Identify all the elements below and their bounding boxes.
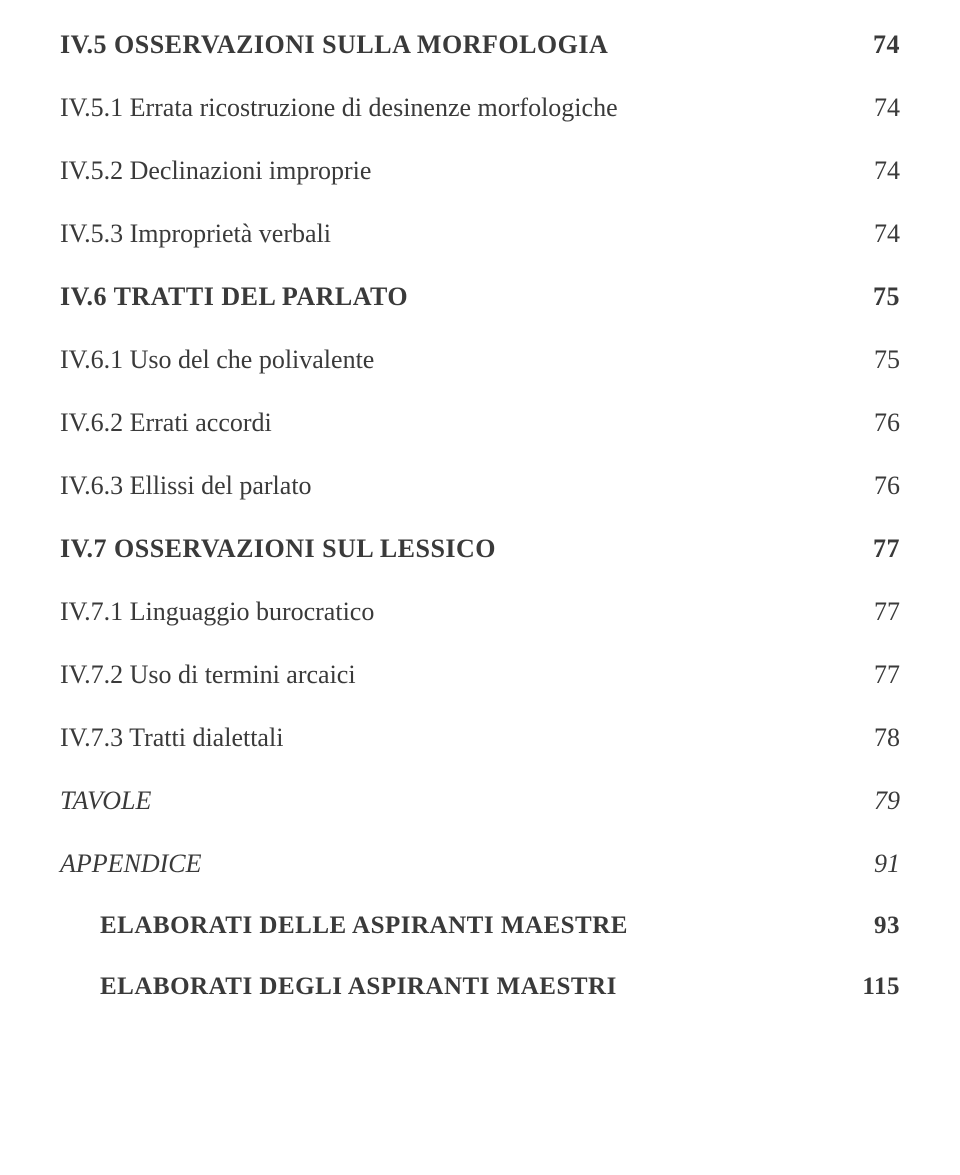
toc-title: IV.5 OSSERVAZIONI SULLA MORFOLOGIA <box>60 30 830 60</box>
toc-entry: IV.6 TRATTI DEL PARLATO 75 <box>60 282 900 312</box>
toc-page-number: 76 <box>830 471 900 501</box>
toc-title: IV.7.2 Uso di termini arcaici <box>60 660 830 690</box>
toc-page-number: 115 <box>830 973 900 1001</box>
toc-entry: ELABORATI DELLE ASPIRANTI MAESTRE 93 <box>60 912 900 940</box>
toc-entry: IV.6.2 Errati accordi 76 <box>60 408 900 438</box>
toc-title: IV.6 TRATTI DEL PARLATO <box>60 282 830 312</box>
toc-entry: IV.5 OSSERVAZIONI SULLA MORFOLOGIA 74 <box>60 30 900 60</box>
toc-page-number: 76 <box>830 408 900 438</box>
toc-entry: IV.5.2 Declinazioni improprie 74 <box>60 156 900 186</box>
toc-page-number: 91 <box>830 849 900 879</box>
table-of-contents: IV.5 OSSERVAZIONI SULLA MORFOLOGIA 74 IV… <box>60 30 900 1135</box>
toc-entry: IV.6.1 Uso del che polivalente 75 <box>60 345 900 375</box>
toc-title: IV.7 OSSERVAZIONI SUL LESSICO <box>60 534 830 564</box>
toc-title: IV.5.3 Improprietà verbali <box>60 219 830 249</box>
toc-title: ELABORATI DEGLI ASPIRANTI MAESTRI <box>100 973 830 1001</box>
document-page: IV.5 OSSERVAZIONI SULLA MORFOLOGIA 74 IV… <box>0 0 960 1175</box>
toc-entry: IV.7 OSSERVAZIONI SUL LESSICO 77 <box>60 534 900 564</box>
toc-entry: IV.7.2 Uso di termini arcaici 77 <box>60 660 900 690</box>
toc-entry: IV.7.1 Linguaggio burocratico 77 <box>60 597 900 627</box>
toc-title: IV.7.1 Linguaggio burocratico <box>60 597 830 627</box>
toc-title: IV.6.1 Uso del che polivalente <box>60 345 830 375</box>
toc-page-number: 77 <box>830 534 900 564</box>
toc-entry: ELABORATI DEGLI ASPIRANTI MAESTRI 115 <box>60 973 900 1001</box>
toc-title: ELABORATI DELLE ASPIRANTI MAESTRE <box>100 912 830 940</box>
toc-page-number: 75 <box>830 282 900 312</box>
toc-entry: IV.6.3 Ellissi del parlato 76 <box>60 471 900 501</box>
toc-page-number: 74 <box>830 93 900 123</box>
toc-page-number: 79 <box>830 786 900 816</box>
toc-title: IV.6.3 Ellissi del parlato <box>60 471 830 501</box>
toc-title: IV.5.2 Declinazioni improprie <box>60 156 830 186</box>
toc-entry: IV.7.3 Tratti dialettali 78 <box>60 723 900 753</box>
toc-entry: IV.5.3 Improprietà verbali 74 <box>60 219 900 249</box>
toc-page-number: 74 <box>830 30 900 60</box>
toc-page-number: 78 <box>830 723 900 753</box>
toc-entry: TAVOLE 79 <box>60 786 900 816</box>
toc-title: IV.6.2 Errati accordi <box>60 408 830 438</box>
toc-title: APPENDICE <box>60 849 830 879</box>
toc-title: TAVOLE <box>60 786 830 816</box>
toc-entry: IV.5.1 Errata ricostruzione di desinenze… <box>60 93 900 123</box>
toc-page-number: 75 <box>830 345 900 375</box>
toc-title: IV.5.1 Errata ricostruzione di desinenze… <box>60 93 830 123</box>
toc-entry: APPENDICE 91 <box>60 849 900 879</box>
toc-page-number: 74 <box>830 219 900 249</box>
toc-page-number: 77 <box>830 660 900 690</box>
toc-title: IV.7.3 Tratti dialettali <box>60 723 830 753</box>
toc-page-number: 74 <box>830 156 900 186</box>
toc-page-number: 77 <box>830 597 900 627</box>
toc-page-number: 93 <box>830 912 900 940</box>
